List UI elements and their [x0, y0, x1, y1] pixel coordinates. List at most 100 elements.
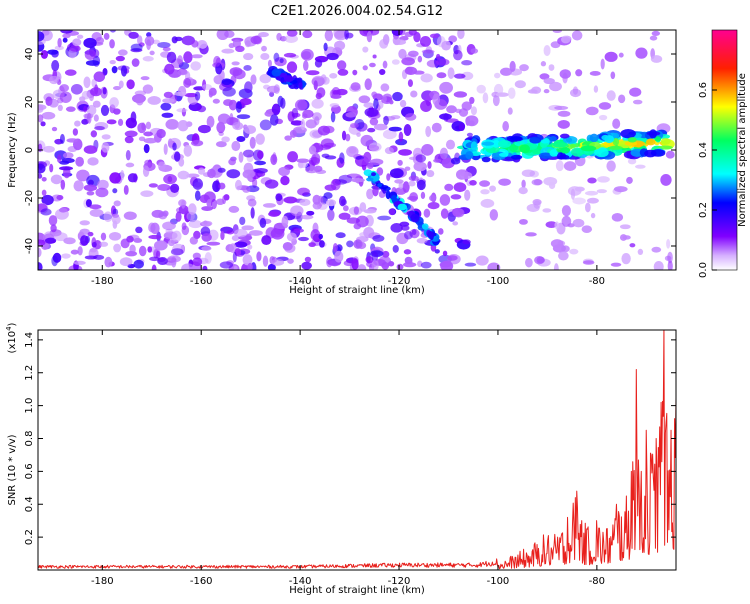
heatmap-cell: [394, 179, 404, 184]
heatmap-cell: [148, 234, 162, 240]
heatmap-cell: [301, 261, 312, 270]
heatmap-cell: [186, 211, 195, 221]
heatmap-cell: [54, 45, 64, 51]
heatmap-cell: [181, 225, 190, 236]
heatmap-cell: [86, 112, 92, 124]
heatmap-cell: [177, 55, 183, 66]
heatmap-cell: [54, 232, 68, 242]
heatmap-cell: [445, 139, 456, 150]
heatmap-cell: [561, 245, 570, 253]
heatmap-cell: [173, 151, 181, 162]
heatmap-cell: [123, 184, 129, 195]
heatmap-cell: [157, 257, 168, 266]
heatmap-cell: [602, 141, 616, 148]
heatmap-cell: [438, 228, 444, 235]
heatmap-cell: [403, 124, 412, 137]
heatmap-cell: [233, 69, 246, 80]
x-tick-label: -180: [91, 576, 114, 587]
heatmap-cell: [298, 236, 309, 242]
heatmap-cell: [366, 31, 373, 43]
heatmap-cell: [399, 221, 410, 227]
heatmap-cell: [389, 168, 404, 179]
heatmap-cell: [606, 160, 616, 172]
heatmap-cell: [153, 240, 168, 251]
y-tick-label: 0: [24, 147, 35, 153]
colorbar-tick-label: 0.6: [698, 82, 709, 98]
heatmap-cell: [303, 60, 309, 72]
heatmap-cell: [281, 215, 289, 227]
heatmap-cell: [59, 166, 74, 171]
heatmap-cell: [351, 178, 365, 183]
heatmap-cell: [300, 48, 314, 61]
heatmap-cell: [38, 247, 42, 258]
heatmap-cell: [464, 262, 477, 267]
heatmap-cell: [442, 250, 448, 257]
heatmap-cell: [345, 112, 357, 118]
heatmap-cell: [178, 157, 185, 167]
heatmap-cell: [311, 98, 324, 109]
heatmap-cell: [275, 193, 283, 202]
heatmap-cell: [627, 158, 637, 165]
heatmap-cell: [521, 169, 536, 178]
heatmap-cell: [667, 251, 673, 264]
heatmap-cell: [632, 99, 643, 105]
heatmap-cell: [59, 84, 70, 92]
heatmap-cell: [56, 154, 62, 163]
snr-y-axis-label: SNR (10 * v/v): [7, 434, 18, 505]
heatmap-cell: [184, 92, 198, 98]
heatmap-cell: [125, 117, 137, 129]
heatmap-cell: [268, 211, 280, 217]
heatmap-cell: [183, 51, 193, 64]
heatmap-cell: [115, 55, 125, 62]
heatmap-cell: [363, 208, 377, 214]
snr-panel: -180 -160 -140 -120 -100 -80 0.2 0.4 0.6 0.8 1.0 1…: [5, 322, 677, 596]
heatmap-cell: [103, 211, 113, 223]
heatmap-cell: [383, 115, 389, 126]
heatmap-cell: [525, 257, 533, 268]
heatmap-cell: [653, 260, 664, 270]
heatmap-cell: [390, 223, 403, 233]
heatmap-cell: [244, 81, 253, 94]
heatmap-cell: [509, 136, 523, 141]
heatmap-cell: [598, 114, 608, 121]
heatmap-cell: [73, 260, 86, 265]
heatmap-cell: [500, 67, 513, 76]
heatmap-cell: [369, 158, 384, 166]
heatmap-cell: [507, 107, 513, 115]
heatmap-cell: [429, 194, 437, 202]
heatmap-cell: [109, 60, 116, 65]
heatmap-cell: [569, 248, 579, 255]
heatmap-cell: [629, 87, 642, 97]
heatmap-cell: [538, 152, 553, 159]
heatmap-cell: [620, 128, 636, 139]
heatmap-cell: [264, 110, 274, 117]
heatmap-cell: [553, 263, 559, 270]
x-tick-label: -140: [289, 276, 312, 287]
y-tick-label: 1.4: [24, 332, 35, 348]
heatmap-cell: [128, 31, 139, 39]
heatmap-cell: [407, 79, 413, 88]
heatmap-cell: [629, 243, 636, 248]
x-tick-label: -160: [190, 576, 213, 587]
heatmap-cell: [470, 48, 479, 54]
snr-x-axis-label: Height of straight line (km): [289, 585, 425, 596]
heatmap-cell: [359, 231, 369, 238]
heatmap-cell: [466, 132, 473, 137]
spectrogram-heatmap: [38, 30, 675, 270]
heatmap-cell: [403, 249, 412, 255]
heatmap-cell: [660, 174, 672, 186]
heatmap-cell: [197, 167, 206, 175]
heatmap-cell: [366, 177, 374, 182]
heatmap-cell: [450, 194, 462, 200]
heatmap-cell: [323, 142, 336, 148]
heatmap-cell: [302, 113, 308, 119]
heatmap-cell: [104, 256, 113, 268]
heatmap-cell: [563, 161, 577, 171]
heatmap-cell: [43, 145, 55, 153]
heatmap-cell: [481, 141, 495, 146]
heatmap-cell: [649, 129, 657, 139]
heatmap-cell: [100, 104, 110, 117]
heatmap-cell: [85, 60, 100, 66]
heatmap-cell: [480, 189, 490, 195]
heatmap-cell: [186, 173, 200, 178]
